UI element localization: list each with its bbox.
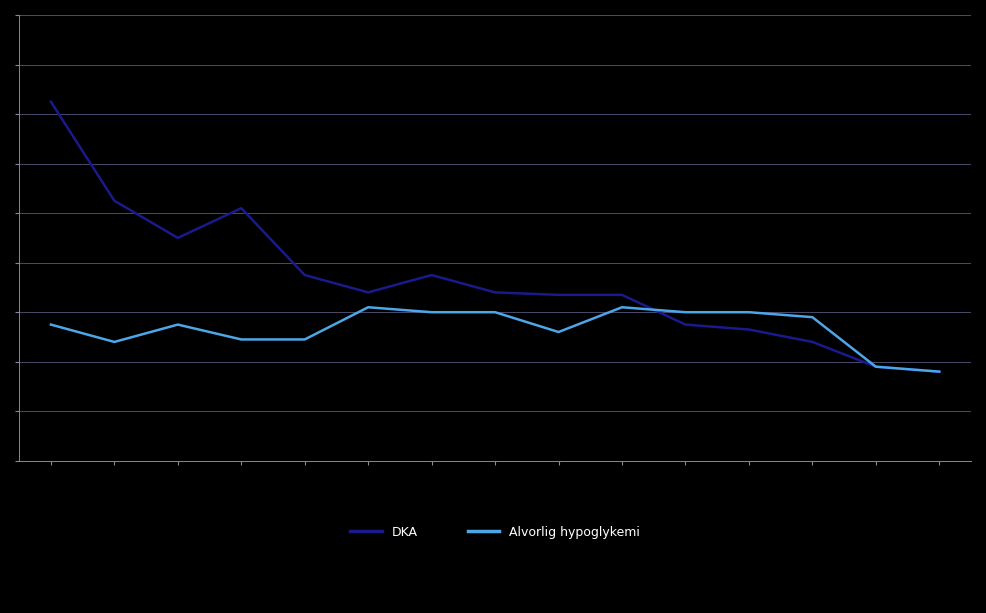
Legend: DKA, Alvorlig hypoglykemi: DKA, Alvorlig hypoglykemi bbox=[345, 520, 645, 544]
